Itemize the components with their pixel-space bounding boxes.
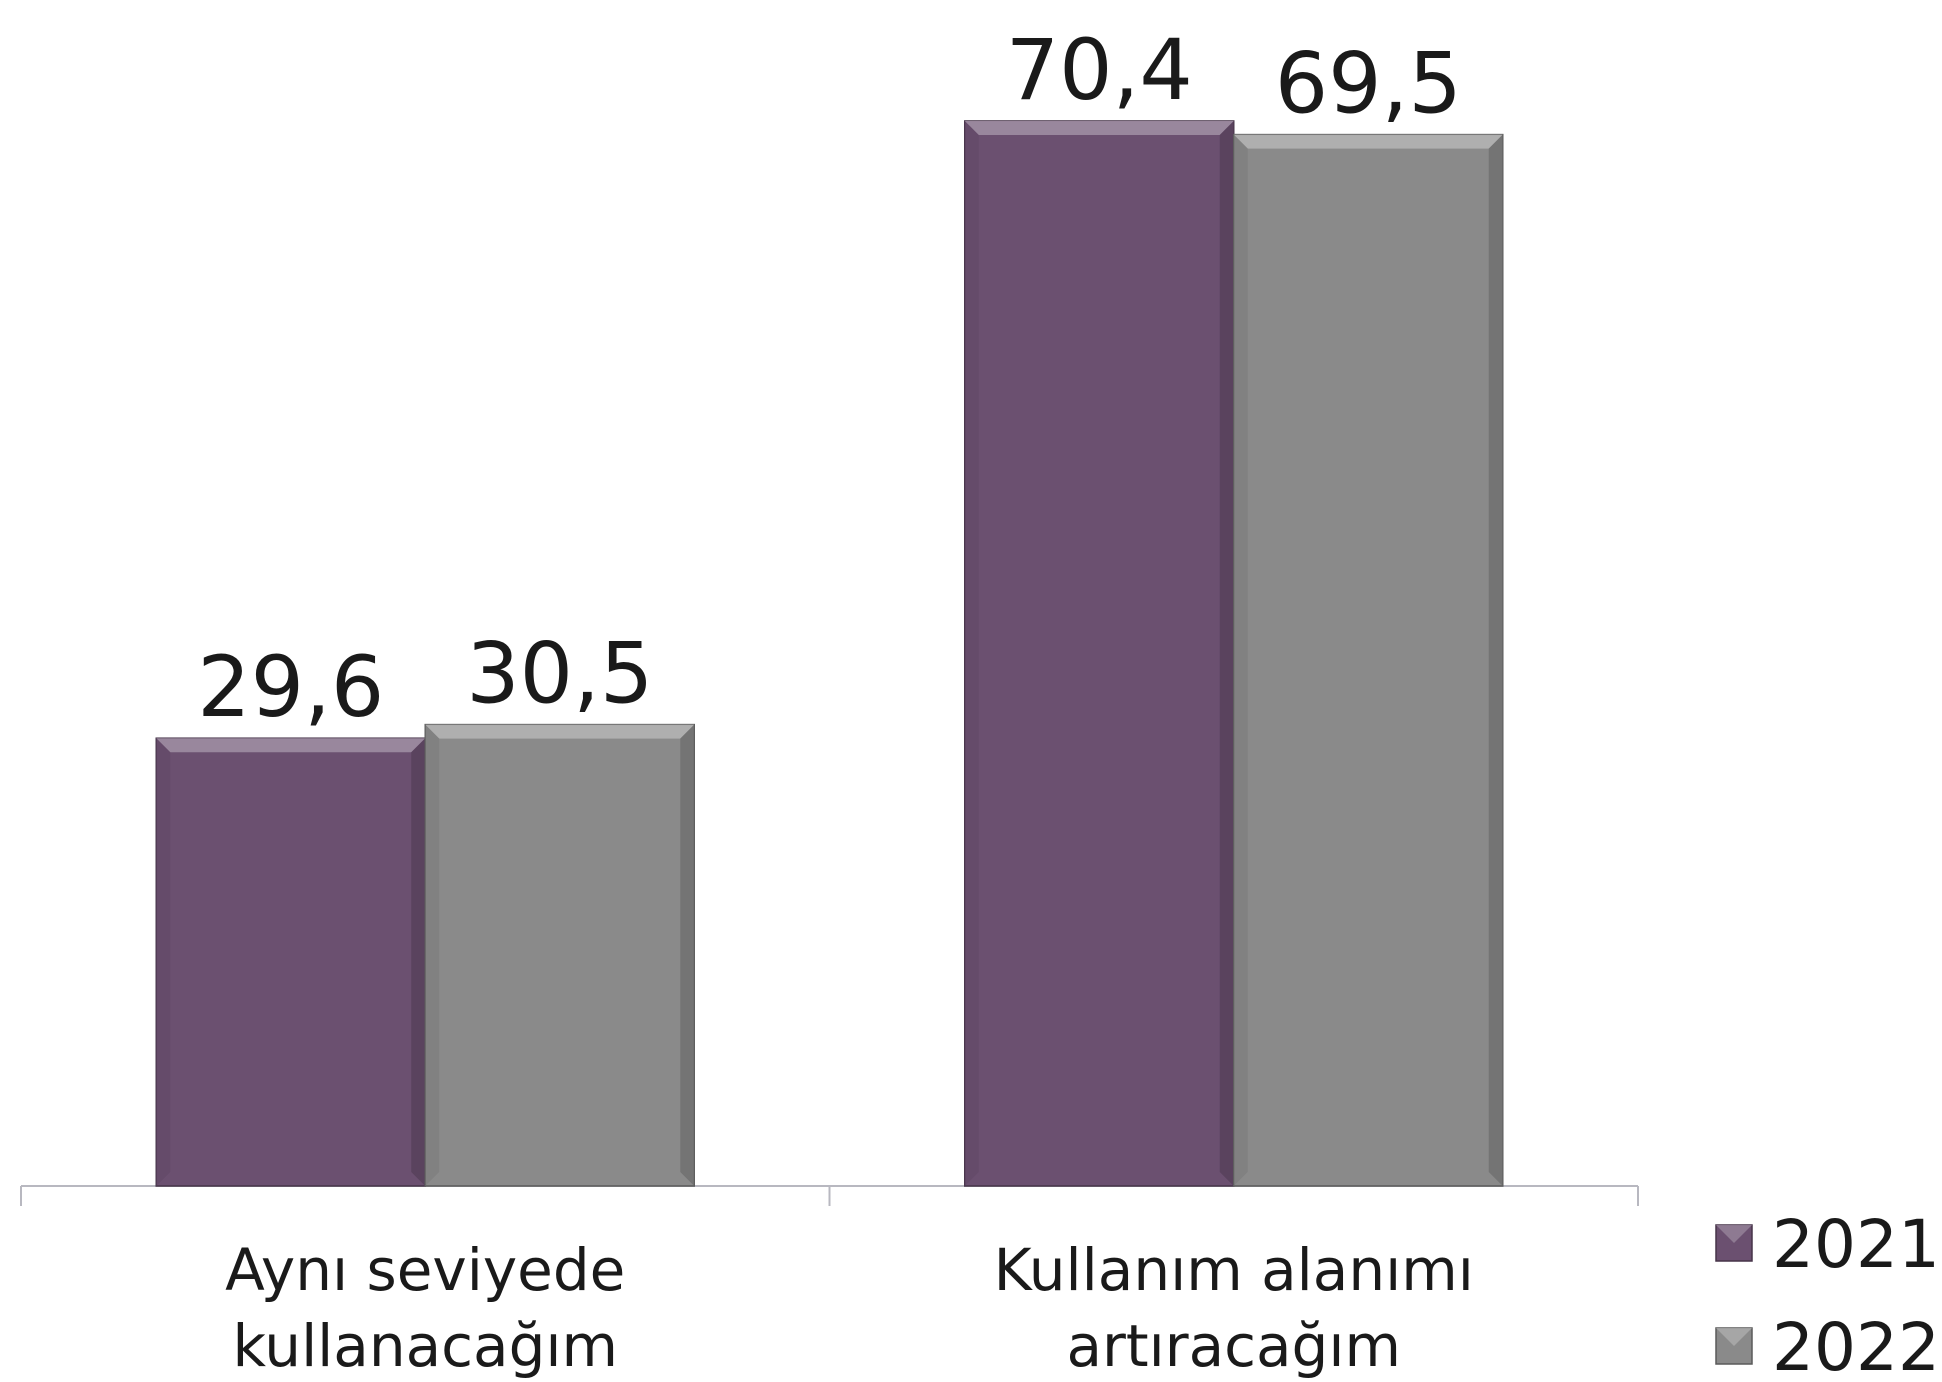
x-tick-label: Aynı seviyede kullanacağım [225, 1236, 626, 1380]
bar-bevel [680, 724, 695, 1186]
bar-bevel [1219, 120, 1234, 1186]
bar-bevel [411, 738, 426, 1186]
legend-swatch-bevel [1716, 1225, 1752, 1243]
bar-bevel [1488, 134, 1503, 1187]
data-label: 29,6 [197, 638, 384, 736]
legend-swatch-bevel [1716, 1328, 1752, 1346]
bar-bevel [425, 724, 695, 739]
bar [964, 120, 1235, 1187]
bar [155, 737, 426, 1187]
data-label: 69,5 [1275, 35, 1462, 133]
data-label: 70,4 [1006, 21, 1193, 119]
bar-bevel [964, 120, 979, 1186]
data-label: 30,5 [466, 625, 653, 723]
x-tick-label: Kullanım alanımı artıracağım [993, 1236, 1474, 1380]
legend-label: 2022 [1772, 1309, 1940, 1382]
bar-bevel [156, 738, 426, 753]
legend-label: 2021 [1772, 1206, 1940, 1283]
bar-bevel [1233, 134, 1503, 149]
bar-bevel [1233, 134, 1248, 1187]
bar-bevel [156, 738, 171, 1186]
bar-bevel [964, 120, 1234, 135]
bar-bevel [425, 724, 440, 1186]
bar [1233, 133, 1504, 1187]
bar [424, 723, 695, 1187]
